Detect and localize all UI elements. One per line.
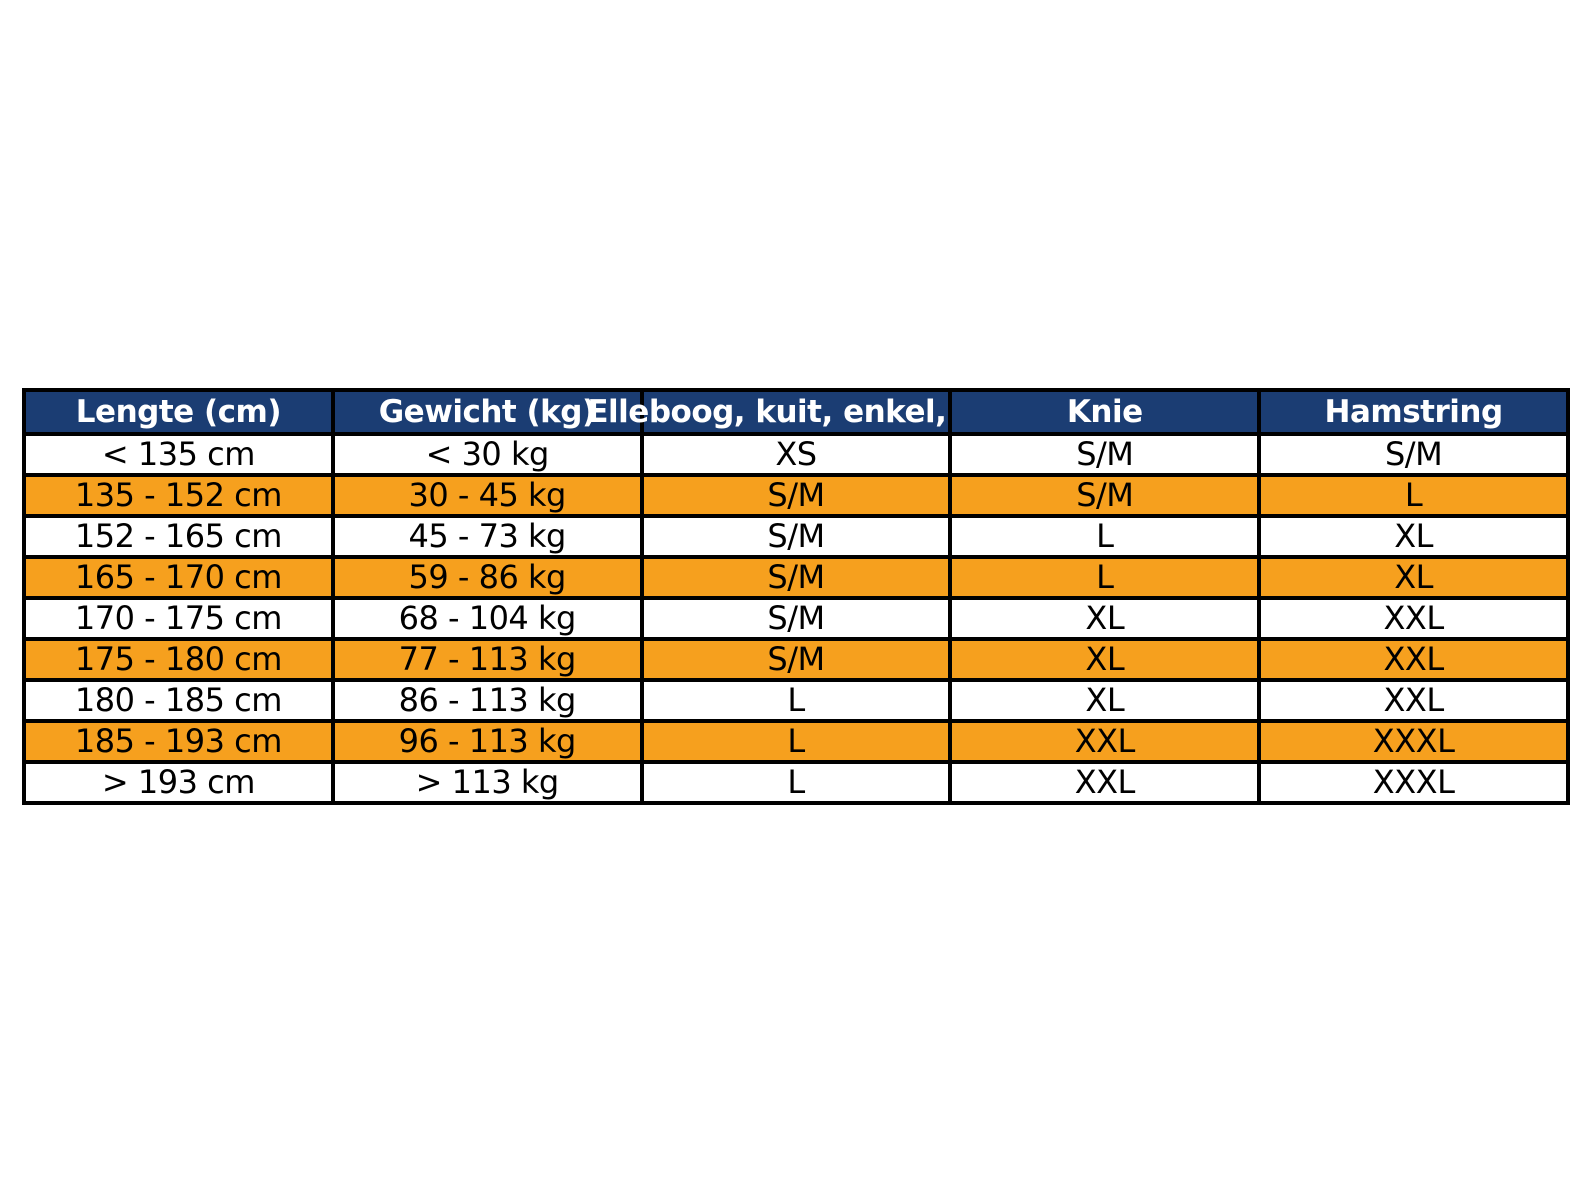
table-row: > 193 cm > 113 kg L XXL XXXL xyxy=(22,760,1570,805)
table-cell: XL xyxy=(1257,555,1570,600)
table-cell: S/M xyxy=(948,432,1262,477)
table-cell: 135 - 152 cm xyxy=(22,473,335,518)
table-cell: 68 - 104 kg xyxy=(330,596,644,641)
table-cell: 152 - 165 cm xyxy=(22,514,335,559)
table-cell: XXL xyxy=(948,719,1262,764)
table-row: 135 - 152 cm 30 - 45 kg S/M S/M L xyxy=(22,473,1570,518)
table-cell: 30 - 45 kg xyxy=(330,473,644,518)
column-header-gewicht: Gewicht (kg) xyxy=(330,388,644,436)
table-cell: 185 - 193 cm xyxy=(22,719,335,764)
table-row: 180 - 185 cm 86 - 113 kg L XL XXL xyxy=(22,678,1570,723)
table-cell: XL xyxy=(948,596,1262,641)
table-cell: 45 - 73 kg xyxy=(330,514,644,559)
table-cell: > 113 kg xyxy=(330,760,644,805)
table-cell: XS xyxy=(639,432,953,477)
table-cell: L xyxy=(948,514,1262,559)
column-header-hamstring: Hamstring xyxy=(1257,388,1570,436)
table-cell: L xyxy=(639,678,953,723)
table-cell: L xyxy=(948,555,1262,600)
table-cell: < 135 cm xyxy=(22,432,335,477)
table-row: < 135 cm < 30 kg XS S/M S/M xyxy=(22,432,1570,477)
table-cell: XXL xyxy=(948,760,1262,805)
table-cell: 170 - 175 cm xyxy=(22,596,335,641)
table-cell: S/M xyxy=(639,637,953,682)
table-cell: S/M xyxy=(948,473,1262,518)
header-row: Lengte (cm) Gewicht (kg) Elleboog, kuit,… xyxy=(22,388,1570,436)
table-cell: S/M xyxy=(639,555,953,600)
table-cell: 175 - 180 cm xyxy=(22,637,335,682)
table-cell: 77 - 113 kg xyxy=(330,637,644,682)
table-cell: XXXL xyxy=(1257,760,1570,805)
table-cell: 165 - 170 cm xyxy=(22,555,335,600)
column-header-elleboog-kuit-enkel: Elleboog, kuit, enkel, xyxy=(587,388,953,436)
table-cell: S/M xyxy=(1257,432,1570,477)
table-cell: XXXL xyxy=(1257,719,1570,764)
column-header-knie: Knie xyxy=(948,388,1262,436)
table-cell: XXL xyxy=(1257,596,1570,641)
table-cell: S/M xyxy=(639,473,953,518)
table-cell: L xyxy=(639,760,953,805)
column-header-overflow-label: Elleboog, kuit, enkel, xyxy=(587,394,947,430)
table-cell: S/M xyxy=(639,514,953,559)
table-row: 165 - 170 cm 59 - 86 kg S/M L XL xyxy=(22,555,1570,600)
table-cell: XXL xyxy=(1257,637,1570,682)
table-cell: 96 - 113 kg xyxy=(330,719,644,764)
table-row: 185 - 193 cm 96 - 113 kg L XXL XXXL xyxy=(22,719,1570,764)
table-cell: 59 - 86 kg xyxy=(330,555,644,600)
size-chart: Lengte (cm) Gewicht (kg) Elleboog, kuit,… xyxy=(22,388,1570,805)
table-cell: S/M xyxy=(639,596,953,641)
table-cell: 86 - 113 kg xyxy=(330,678,644,723)
column-header-lengte: Lengte (cm) xyxy=(22,388,335,436)
table-row: 175 - 180 cm 77 - 113 kg S/M XL XXL xyxy=(22,637,1570,682)
table-cell: L xyxy=(639,719,953,764)
table-cell: 180 - 185 cm xyxy=(22,678,335,723)
table-cell: XL xyxy=(948,637,1262,682)
table-row: 170 - 175 cm 68 - 104 kg S/M XL XXL xyxy=(22,596,1570,641)
table-cell: > 193 cm xyxy=(22,760,335,805)
table-cell: < 30 kg xyxy=(330,432,644,477)
size-chart-table: Lengte (cm) Gewicht (kg) Elleboog, kuit,… xyxy=(22,388,1570,805)
table-cell: XL xyxy=(1257,514,1570,559)
table-cell: L xyxy=(1257,473,1570,518)
table-cell: XXL xyxy=(1257,678,1570,723)
table-row: 152 - 165 cm 45 - 73 kg S/M L XL xyxy=(22,514,1570,559)
table-cell: XL xyxy=(948,678,1262,723)
